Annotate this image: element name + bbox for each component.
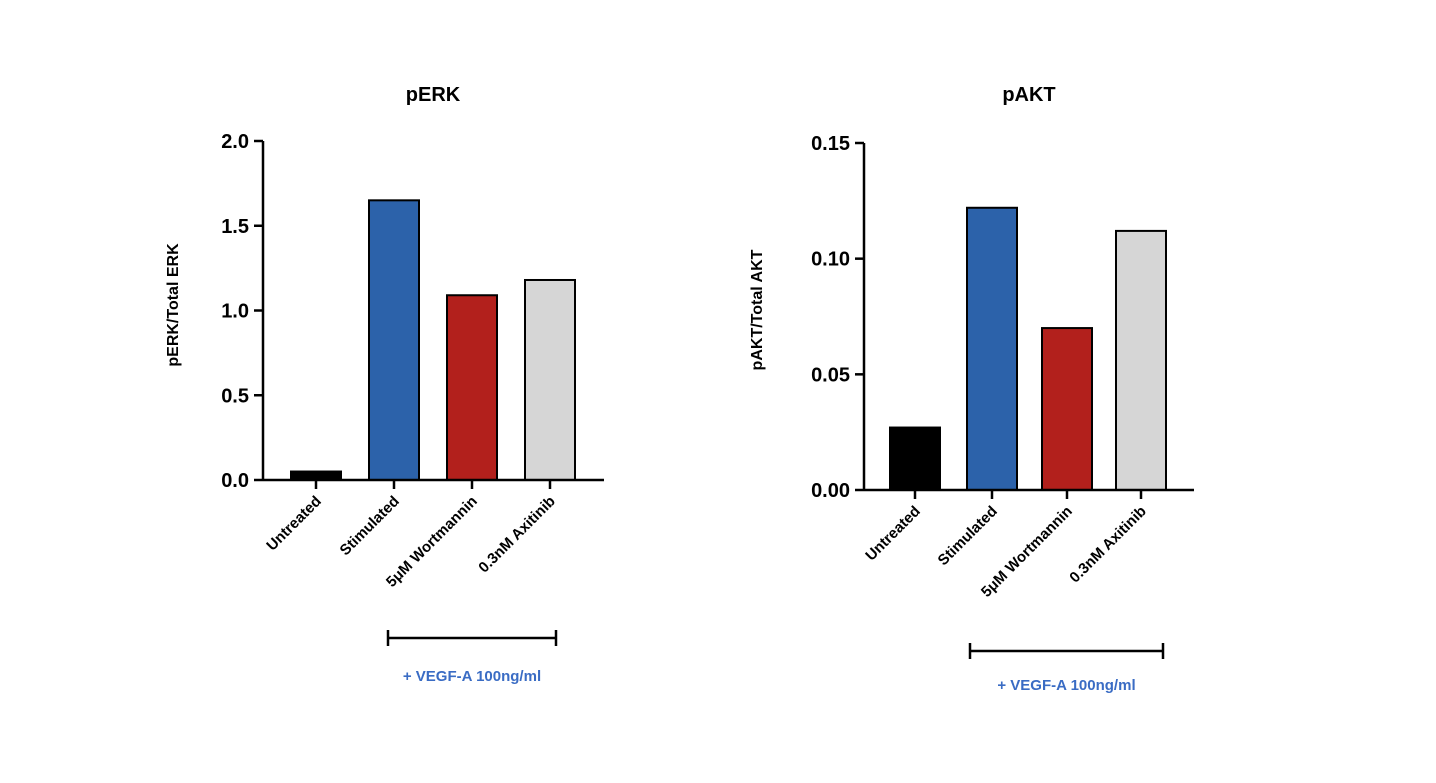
pakt-x-tick-label: Stimulated bbox=[935, 503, 1001, 569]
perk-bar-4 bbox=[524, 278, 576, 481]
perk-y-tick-label: 2.0 bbox=[221, 131, 249, 153]
perk-y-tick-label: 0.5 bbox=[221, 385, 249, 407]
perk-x-tick-label: Untreated bbox=[263, 493, 325, 555]
perk-y-tick-label: 0.0 bbox=[221, 470, 249, 492]
perk-y-tick-label: 1.0 bbox=[221, 301, 249, 323]
pakt-vegf-annotation: + VEGF-A 100ng/ml bbox=[997, 677, 1135, 694]
pakt-bar-2 bbox=[966, 206, 1018, 491]
pakt-chart-title: pAKT bbox=[1002, 84, 1055, 106]
perk-x-tick-label: Stimulated bbox=[337, 493, 403, 559]
perk-bar-3 bbox=[446, 294, 498, 481]
perk-bar-1 bbox=[290, 470, 342, 481]
perk-x-tick-label: 0.3nM Axitinib bbox=[475, 493, 559, 577]
pakt-chart: pAKT pAKT/Total AKT 0.00 0.05 0.10 0.15 Untr… bbox=[749, 84, 1194, 694]
pakt-bar-1 bbox=[889, 426, 941, 492]
pakt-y-axis-label: pAKT/Total AKT bbox=[749, 249, 766, 370]
pakt-y-tick-label: 0.10 bbox=[811, 249, 850, 271]
pakt-bar-3 bbox=[1041, 327, 1093, 492]
perk-chart: pERK pERK/Total ERK 0.0 0.5 1.0 1.5 2.0 Untre… bbox=[165, 84, 604, 685]
pakt-x-tick-label: 0.3nM Axitinib bbox=[1066, 503, 1150, 587]
perk-vegf-annotation: + VEGF-A 100ng/ml bbox=[403, 668, 541, 685]
pakt-y-tick-label: 0.05 bbox=[811, 364, 850, 386]
pakt-y-tick-label: 0.00 bbox=[811, 480, 850, 502]
pakt-bar-4 bbox=[1115, 229, 1167, 491]
pakt-y-tick-label: 0.15 bbox=[811, 133, 850, 155]
perk-bar-2 bbox=[368, 199, 420, 481]
pakt-x-tick-label: Untreated bbox=[862, 503, 924, 565]
perk-chart-title: pERK bbox=[406, 84, 461, 106]
perk-y-axis-label: pERK/Total ERK bbox=[165, 243, 182, 367]
perk-y-tick-label: 1.5 bbox=[221, 216, 249, 238]
